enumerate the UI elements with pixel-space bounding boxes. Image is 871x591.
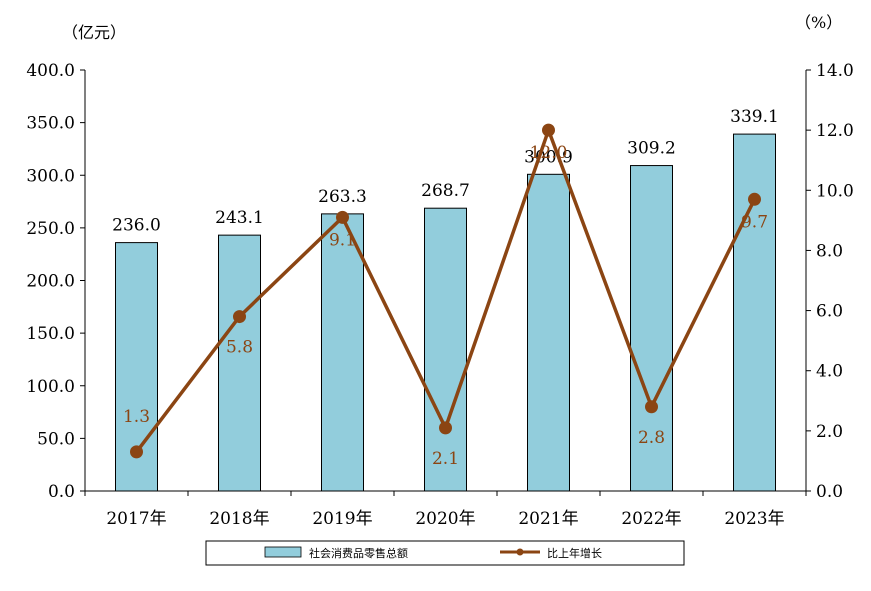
- bar: [218, 234, 261, 492]
- line-data-label: 9.1: [329, 230, 356, 250]
- right-axis: 0.0 2.0 4.0 6.0 8.0 10.0 12.0 14.0: [805, 61, 854, 502]
- left-tick-label: 0.0: [48, 482, 75, 502]
- left-tick-label: 400.0: [26, 61, 75, 81]
- line-point: [336, 210, 349, 224]
- left-axis-unit: （亿元）: [62, 23, 126, 42]
- x-tick-label: 2022年: [621, 509, 681, 529]
- bar: [527, 173, 570, 492]
- bar: [321, 213, 364, 492]
- x-tick-label: 2021年: [518, 509, 578, 529]
- bar: [424, 207, 467, 492]
- left-tick-label: 250.0: [26, 219, 75, 239]
- line-data-labels: 1.3 5.8 9.1 2.1 12.0 2.8 9.7: [123, 143, 768, 469]
- bar: [630, 165, 673, 492]
- x-tick-label: 2018年: [209, 509, 269, 529]
- line-data-label: 2.1: [432, 449, 459, 469]
- right-axis-unit: （%）: [795, 13, 842, 32]
- bar-series: [115, 133, 776, 492]
- bar: [733, 133, 776, 492]
- left-tick-label: 100.0: [26, 377, 75, 397]
- line-series: [130, 123, 761, 459]
- line-data-label: 12.0: [530, 143, 568, 163]
- legend: 社会消费品零售总额 比上年增长: [205, 540, 685, 566]
- right-tick-label: 2.0: [816, 422, 843, 442]
- right-tick-label: 14.0: [816, 61, 854, 81]
- right-tick-label: 4.0: [816, 362, 843, 382]
- left-tick-label: 350.0: [26, 114, 75, 134]
- x-tick-label: 2019年: [312, 509, 372, 529]
- line-point: [748, 192, 761, 206]
- bar-data-label: 268.7: [421, 181, 470, 201]
- line-point: [233, 310, 246, 324]
- line-data-label: 2.8: [638, 428, 665, 448]
- right-tick-label: 12.0: [816, 121, 854, 141]
- line-data-label: 5.8: [226, 338, 253, 358]
- right-tick-label: 6.0: [816, 302, 843, 322]
- legend-bar-label: 社会消费品零售总额: [309, 546, 408, 560]
- left-tick-label: 300.0: [26, 166, 75, 186]
- left-axis: 0.0 50.0 100.0 150.0 200.0 250.0 300.0 350.0 400…: [26, 61, 86, 502]
- right-tick-label: 10.0: [816, 181, 854, 201]
- line-point: [130, 445, 143, 459]
- right-tick-label: 0.0: [816, 482, 843, 502]
- left-tick-label: 150.0: [26, 324, 75, 344]
- left-tick-label: 200.0: [26, 272, 75, 292]
- x-tick-label: 2017年: [106, 509, 166, 529]
- x-tick-label: 2020年: [415, 509, 475, 529]
- x-tick-label: 2023年: [724, 509, 784, 529]
- line-point: [542, 123, 555, 137]
- bar-data-label: 339.1: [730, 107, 779, 127]
- bar-data-label: 263.3: [318, 187, 367, 207]
- line-point: [645, 400, 658, 414]
- legend-bar-swatch: [264, 546, 302, 558]
- bar-data-label: 243.1: [215, 208, 264, 228]
- x-axis: 2017年 2018年 2019年 2020年 2021年 2022年 2023年: [84, 490, 807, 529]
- bar-data-label: 309.2: [627, 139, 676, 159]
- bar-data-label: 236.0: [112, 216, 161, 236]
- line-point: [439, 421, 452, 435]
- left-tick-label: 50.0: [37, 429, 75, 449]
- line-data-label: 1.3: [123, 407, 150, 427]
- legend-line-marker: [516, 548, 524, 556]
- line-data-label: 9.7: [741, 212, 768, 232]
- legend-line-label: 比上年增长: [547, 546, 602, 560]
- right-tick-label: 8.0: [816, 241, 843, 261]
